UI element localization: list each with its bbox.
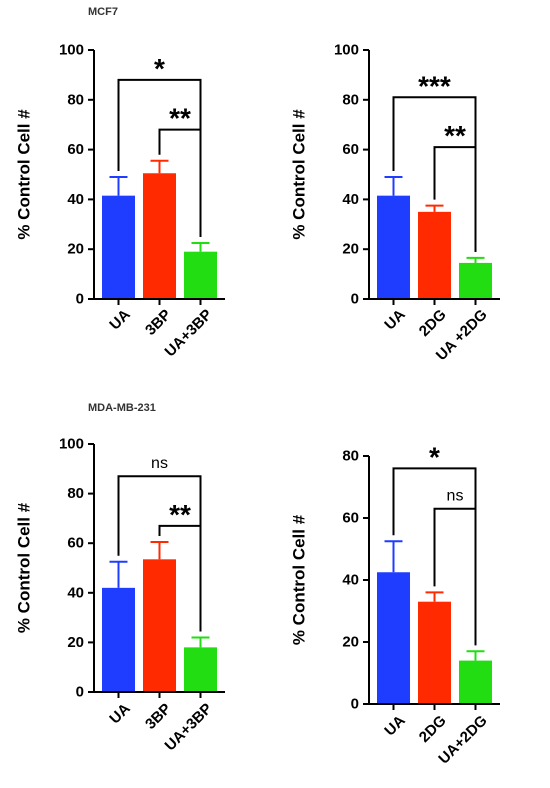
bar [418,211,451,299]
y-tick-label: 20 [67,634,84,651]
y-tick-label: 40 [67,584,84,601]
y-tick-label: 100 [334,42,359,59]
bar [377,195,410,299]
bar [102,195,135,299]
y-tick-label: 0 [76,684,84,701]
bar [418,601,451,704]
bar [377,572,410,704]
bar [459,660,492,704]
group-label-mcf7: MCF7 [88,6,118,18]
bar [184,647,217,692]
x-tick-label: 2DG [416,712,450,746]
y-tick-label: 80 [67,91,84,108]
bar [143,173,176,299]
y-tick-label: 60 [67,141,84,158]
significance-bracket [433,507,477,646]
significance-label: ** [169,103,191,134]
significance-label: ** [169,499,191,530]
y-tick-label: 0 [351,696,359,713]
y-axis-label: % Control Cell # [290,514,309,645]
y-tick-label: 60 [342,141,359,158]
x-tick-label: 3BP [142,700,175,733]
x-tick-label: UA [381,712,408,739]
x-tick-label: 3BP [142,306,175,339]
significance-bracket [158,128,202,237]
significance-label: ** [444,120,466,151]
y-axis-label: % Control Cell # [15,502,34,633]
y-tick-label: 20 [342,634,359,651]
significance-label: * [429,441,440,472]
y-tick-label: 20 [67,241,84,258]
significance-label: ns [151,455,168,472]
x-tick-label: 2DG [416,306,450,340]
y-tick-label: 80 [342,91,359,108]
x-tick-label: UA [106,306,133,333]
bar [143,559,176,692]
significance-label: * [154,53,165,84]
significance-label: *** [418,70,451,101]
bar [184,251,217,299]
y-tick-label: 80 [67,485,84,502]
bar [102,587,135,692]
bar [459,262,492,299]
y-tick-label: 40 [342,572,359,589]
y-axis-label: % Control Cell # [290,109,309,240]
significance-label: ns [447,488,464,505]
group-label-mda-mb-231: MDA-MB-231 [88,402,156,414]
y-tick-label: 60 [342,510,359,527]
y-tick-label: 20 [342,241,359,258]
y-axis-label: % Control Cell # [15,109,34,240]
y-tick-label: 40 [342,191,359,208]
y-tick-label: 0 [76,291,84,308]
y-tick-label: 100 [59,42,84,59]
y-tick-label: 40 [67,191,84,208]
significance-bracket [433,146,477,252]
x-tick-label: UA [106,700,133,727]
y-tick-label: 60 [67,535,84,552]
y-tick-label: 0 [351,291,359,308]
x-tick-label: UA [381,306,408,333]
significance-bracket [158,524,202,632]
y-tick-label: 100 [59,436,84,453]
y-tick-label: 80 [342,448,359,465]
